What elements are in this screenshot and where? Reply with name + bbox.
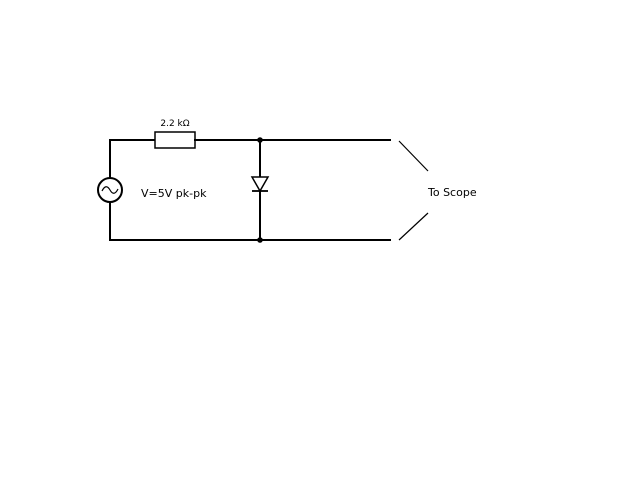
probe-lead-bottom: [398, 212, 429, 241]
wire-bottom-rail: [109, 202, 391, 241]
junction-bottom: [257, 237, 263, 243]
diode-icon: [250, 139, 270, 241]
probe-lead-top: [398, 140, 429, 172]
ac-source-icon: [97, 177, 123, 203]
resistor-icon: [154, 131, 196, 149]
wire-source-to-resistor: [109, 139, 156, 178]
junction-top: [257, 137, 263, 143]
source-label: V=5V pk-pk: [141, 187, 207, 200]
output-label: To Scope: [427, 186, 477, 199]
resistor-label: 2.2 kΩ: [160, 119, 189, 129]
